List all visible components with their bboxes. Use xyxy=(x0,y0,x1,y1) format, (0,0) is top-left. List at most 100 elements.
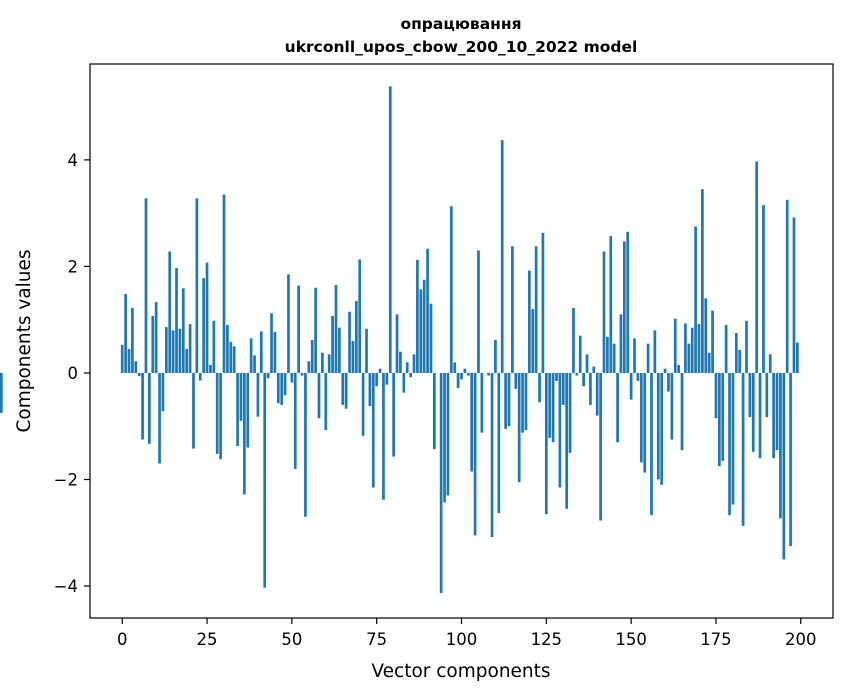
x-axis-label: Vector components xyxy=(371,661,550,682)
bar xyxy=(392,372,395,457)
bar xyxy=(768,354,772,373)
bar xyxy=(354,301,358,373)
bar xyxy=(578,335,582,373)
bar xyxy=(779,372,782,519)
bar xyxy=(321,352,324,373)
bar xyxy=(680,372,684,451)
bar xyxy=(677,364,680,373)
chart-title: опрацювання ukrconll_upos_cbow_200_10_20… xyxy=(285,15,638,56)
x-tick-label: 125 xyxy=(531,630,563,649)
bar xyxy=(748,372,752,418)
bar xyxy=(300,372,304,376)
bar xyxy=(120,344,124,373)
bar xyxy=(280,372,284,405)
bar xyxy=(361,372,365,436)
bar xyxy=(273,331,277,373)
bar xyxy=(714,372,718,419)
y-tick-label: 2 xyxy=(68,257,79,276)
bar xyxy=(694,226,697,373)
bar xyxy=(297,285,300,373)
bar xyxy=(460,372,463,380)
bar xyxy=(192,372,195,449)
bar xyxy=(477,250,480,373)
bar xyxy=(473,372,477,536)
x-tick-label: 150 xyxy=(615,630,647,649)
bar xyxy=(439,372,443,593)
x-tick-label: 50 xyxy=(281,630,302,649)
y-tick-label: 4 xyxy=(68,151,79,170)
bar xyxy=(707,352,711,373)
bar xyxy=(595,372,599,416)
bar xyxy=(405,362,409,373)
bar xyxy=(446,372,450,496)
bar xyxy=(629,372,633,400)
bar xyxy=(395,314,399,373)
x-axis-ticks: 0 25 50 75 100 125 150 175 200 xyxy=(117,618,817,649)
bar xyxy=(422,279,426,373)
bar xyxy=(368,372,372,406)
bar xyxy=(341,372,345,405)
bar xyxy=(382,372,385,500)
bar xyxy=(711,310,714,373)
y-tick-label: −4 xyxy=(54,577,78,596)
bar xyxy=(399,351,402,373)
bar xyxy=(619,314,623,373)
bar xyxy=(785,199,789,373)
bar xyxy=(226,325,229,373)
bar xyxy=(293,372,297,469)
bar xyxy=(137,372,141,377)
bar xyxy=(212,320,216,373)
bar xyxy=(572,307,575,373)
bar xyxy=(426,248,429,373)
bar xyxy=(205,262,209,373)
bar xyxy=(490,372,494,538)
bar xyxy=(198,372,202,381)
bar xyxy=(684,323,687,373)
bar xyxy=(551,372,555,443)
x-tick-label: 25 xyxy=(197,630,218,649)
bar xyxy=(599,372,602,521)
bar xyxy=(304,372,307,517)
bar xyxy=(717,372,721,467)
bar xyxy=(463,368,467,373)
bar xyxy=(538,372,541,403)
bar xyxy=(154,302,158,373)
bar xyxy=(555,372,558,381)
bar xyxy=(178,328,182,373)
bar xyxy=(334,285,338,373)
x-tick-label: 75 xyxy=(366,630,387,649)
bar xyxy=(663,368,667,373)
bar xyxy=(371,372,375,488)
bar xyxy=(232,346,236,373)
bar xyxy=(667,372,670,392)
bar xyxy=(209,364,212,373)
bar xyxy=(171,330,175,373)
chart-title-line-2: ukrconll_upos_cbow_200_10_2022 model xyxy=(285,38,638,56)
bar xyxy=(246,372,250,448)
bar xyxy=(731,372,735,505)
bar xyxy=(643,372,647,473)
bar xyxy=(755,161,759,373)
bar xyxy=(0,372,3,413)
bar xyxy=(673,318,677,373)
bar xyxy=(792,217,796,373)
bar xyxy=(521,372,524,433)
bar xyxy=(687,343,691,373)
bar xyxy=(266,372,270,379)
bar xyxy=(124,294,127,373)
bar xyxy=(724,325,728,373)
bar xyxy=(775,372,779,451)
bar xyxy=(738,350,742,373)
bar xyxy=(514,372,518,389)
bar xyxy=(348,311,351,373)
y-tick-label: 0 xyxy=(68,364,79,383)
bar xyxy=(511,246,514,373)
bar xyxy=(164,327,168,373)
bar xyxy=(500,140,504,373)
bar xyxy=(626,231,630,373)
bar xyxy=(497,372,501,514)
bar xyxy=(416,260,419,373)
bar xyxy=(127,348,131,373)
bar xyxy=(504,372,507,429)
bar xyxy=(253,355,256,373)
